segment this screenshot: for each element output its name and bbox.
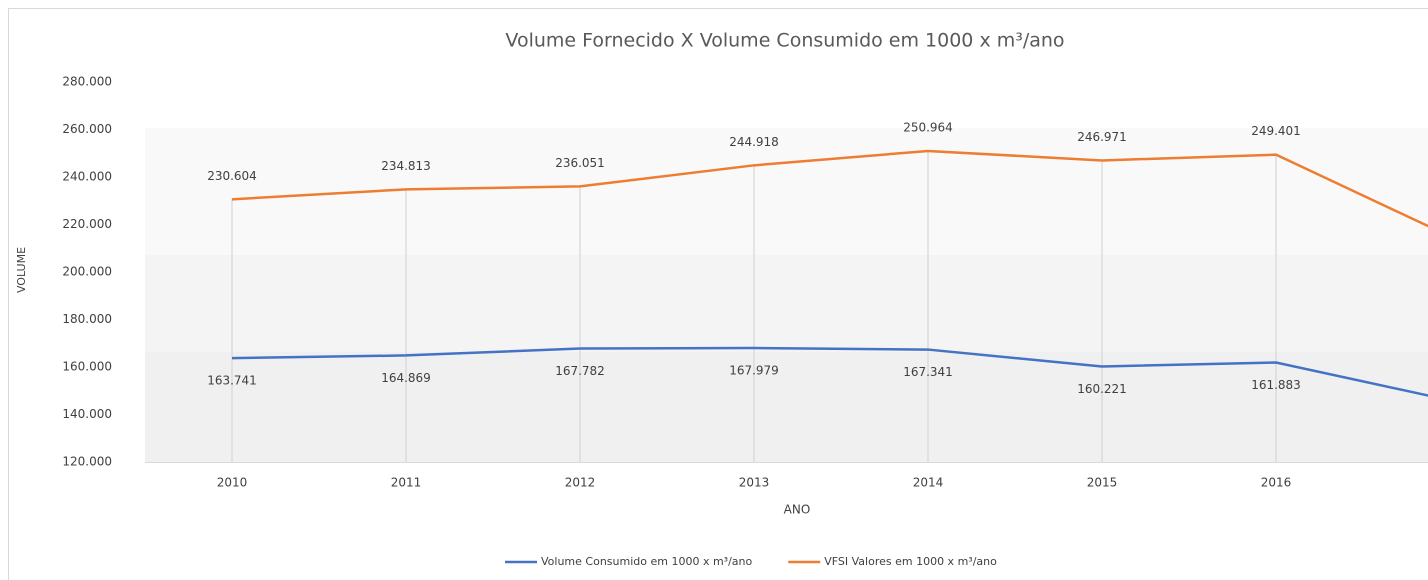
data-label: 167.782 [555, 364, 605, 378]
data-label: 167.979 [729, 364, 779, 378]
y-axis-label: VOLUME [15, 247, 28, 293]
y-tick-label: 220.000 [62, 217, 112, 231]
legend-label: VFSI Valores em 1000 x m³/ano [824, 555, 997, 568]
series-line [231, 346, 1428, 397]
x-tick-label: 2014 [913, 476, 944, 490]
y-tick-label: 160.000 [62, 360, 112, 374]
x-tick-label: 2012 [565, 476, 596, 490]
x-tick-label: 2015 [1087, 476, 1118, 490]
x-tick-label: 2013 [739, 476, 770, 490]
y-tick-label: 120.000 [62, 455, 112, 469]
x-axis-label: ANO [784, 503, 811, 517]
data-label: 249.401 [1251, 124, 1301, 138]
data-label: 160.221 [1077, 382, 1127, 396]
data-label: 167.341 [903, 365, 953, 379]
plot-band [145, 128, 1428, 255]
data-label: 163.741 [207, 374, 257, 388]
chart-title: Volume Fornecido X Volume Consumido em 1… [505, 30, 1064, 52]
y-tick-label: 180.000 [62, 312, 112, 326]
data-label: 234.813 [381, 159, 431, 173]
y-tick-label: 200.000 [62, 265, 112, 279]
series-line [231, 149, 1428, 228]
data-label: 250.964 [903, 120, 953, 134]
y-tick-label: 260.000 [62, 122, 112, 136]
legend-label: Volume Consumido em 1000 x m³/ano [541, 555, 752, 568]
data-label: 246.971 [1077, 130, 1127, 144]
plot-band [145, 352, 1428, 462]
data-label: 236.051 [555, 156, 605, 170]
x-tick-label: 2011 [391, 476, 422, 490]
data-label: 164.869 [381, 371, 431, 385]
x-tick-label: 2016 [1261, 476, 1292, 490]
y-tick-label: 280.000 [62, 75, 112, 89]
plot-band [145, 255, 1428, 352]
data-label: 161.883 [1251, 378, 1301, 392]
y-tick-label: 140.000 [62, 407, 112, 421]
x-tick-label: 2010 [217, 476, 248, 490]
data-label: 230.604 [207, 169, 257, 183]
data-label: 244.918 [729, 135, 779, 149]
y-tick-label: 240.000 [62, 170, 112, 184]
